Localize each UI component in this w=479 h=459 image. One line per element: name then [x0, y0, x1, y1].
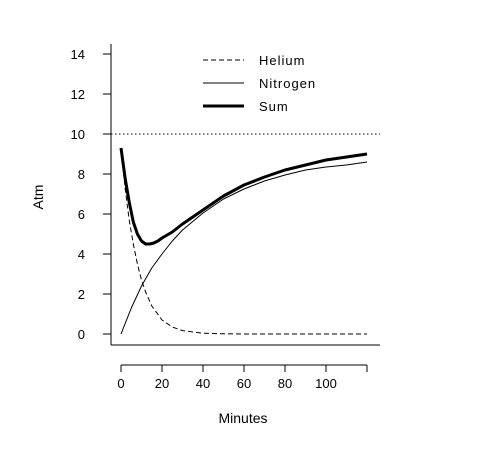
legend-nitrogen-label: Nitrogen	[259, 76, 316, 91]
series-line-nitrogen	[120, 161, 368, 335]
y-ticks: 0 2 4 6 8 10 12 14	[71, 47, 111, 342]
legend: Helium Nitrogen Sum	[203, 53, 316, 114]
x-tick-label: 100	[315, 376, 337, 391]
y-tick-label: 4	[78, 247, 85, 262]
x-tick-label: 80	[278, 376, 292, 391]
series-layer	[119, 147, 368, 335]
x-ticks: 0 20 40 60 80 100	[117, 365, 368, 391]
y-tick-label: 12	[71, 87, 85, 102]
y-tick-label: 8	[78, 167, 85, 182]
y-axis-title: Atm	[30, 185, 46, 210]
x-tick-label: 20	[155, 376, 169, 391]
y-tick-label: 10	[71, 127, 85, 142]
legend-helium-label: Helium	[259, 53, 305, 68]
y-tick-label: 0	[78, 327, 85, 342]
x-tick-label: 0	[117, 376, 124, 391]
x-tick-label: 60	[237, 376, 251, 391]
series-line-sum	[119, 147, 368, 246]
y-tick-label: 2	[78, 287, 85, 302]
x-tick-label: 40	[196, 376, 210, 391]
series-line-helium	[120, 147, 367, 335]
x-axis-title: Minutes	[218, 410, 267, 426]
legend-sum-label: Sum	[259, 99, 289, 114]
y-tick-label: 14	[71, 47, 85, 62]
y-tick-label: 6	[78, 207, 85, 222]
